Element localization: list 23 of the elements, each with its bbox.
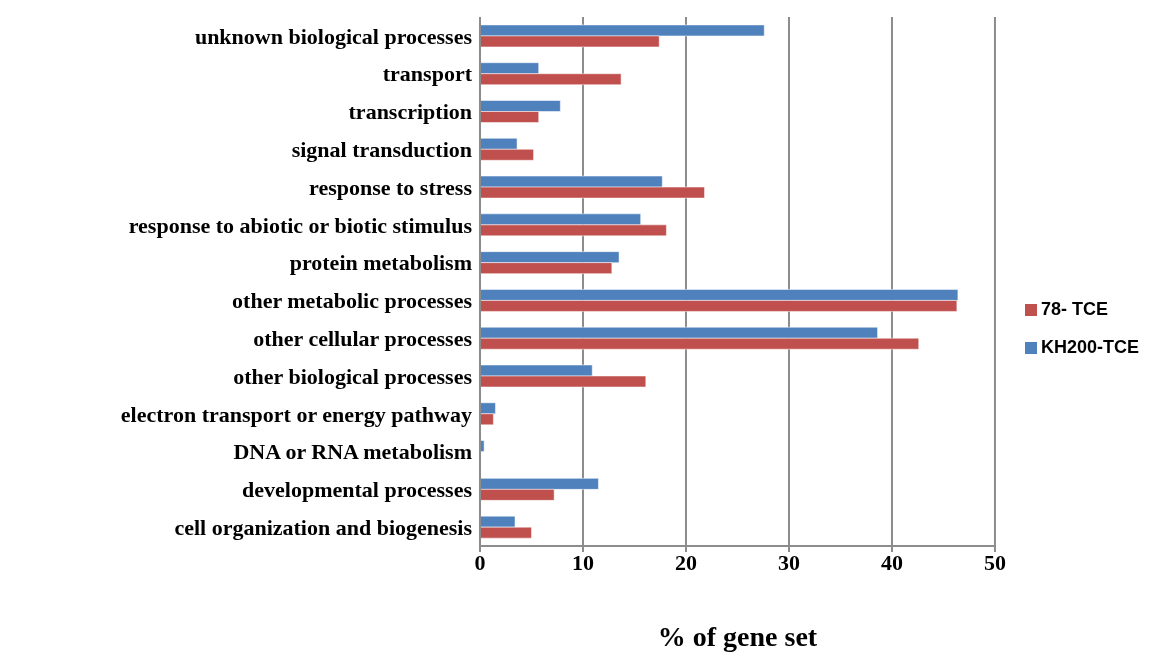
y-tick-label: other metabolic processes: [232, 288, 473, 314]
x-tick-label: 0: [474, 549, 486, 575]
legend-label: KH200-TCE: [1040, 337, 1139, 357]
y-tick-label: electron transport or energy pathway: [120, 401, 472, 427]
y-tick-label: transcription: [348, 99, 472, 125]
y-tick-label: cell organization and biogenesis: [174, 514, 473, 540]
y-tick-label: other cellular processes: [253, 325, 473, 351]
x-axis-title: % of gene set: [657, 621, 818, 652]
y-tick-label: other biological processes: [233, 363, 473, 389]
y-tick-label: signal transduction: [291, 137, 472, 163]
y-tick-label: response to stress: [309, 174, 473, 200]
x-tick-label: 40: [880, 549, 903, 575]
y-tick-label: DNA or RNA metabolism: [233, 439, 472, 465]
x-tick-label: 30: [777, 549, 800, 575]
y-tick-label: unknown biological processes: [194, 23, 473, 49]
y-tick-label: protein metabolism: [289, 250, 472, 276]
x-tick-label: 20: [674, 549, 697, 575]
y-tick-label: transport: [382, 61, 473, 87]
y-tick-label: developmental processes: [242, 477, 473, 503]
legend-label: 78- TCE: [1040, 299, 1108, 319]
x-tick-label: 50: [983, 549, 1006, 575]
x-tick-label: 10: [571, 549, 594, 575]
y-tick-label: response to abiotic or biotic stimulus: [128, 212, 473, 238]
